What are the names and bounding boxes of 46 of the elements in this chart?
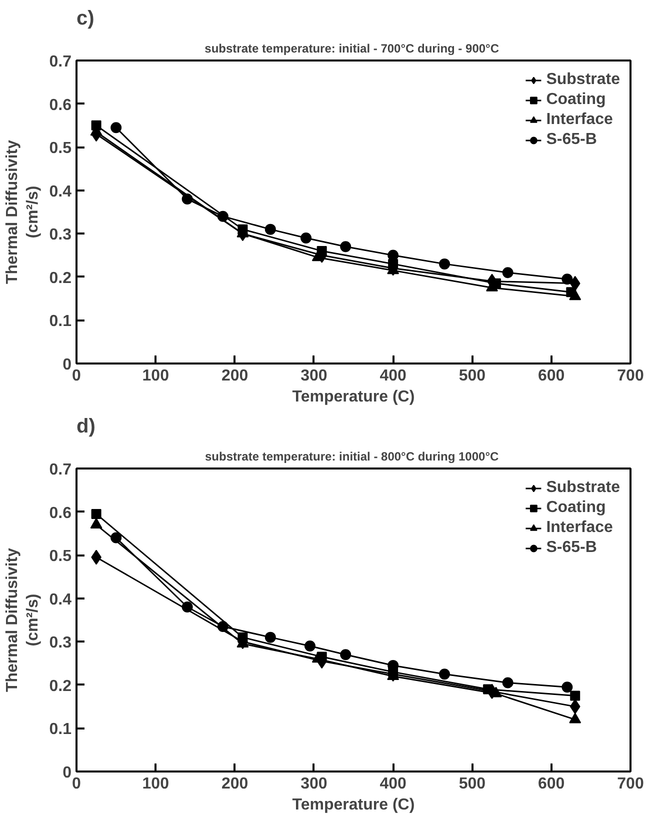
y-tick-label: 0.2 (49, 678, 72, 695)
x-tick-label: 400 (380, 776, 407, 792)
legend-label: Substrate (546, 71, 620, 89)
legend-label: Coating (546, 499, 606, 517)
x-tick-label: 600 (538, 776, 565, 792)
x-axis-title: Temperature (C) (292, 796, 415, 814)
x-tick-label: 500 (458, 776, 486, 792)
x-tick-label: 600 (538, 368, 565, 384)
x-tick-label: 200 (221, 368, 248, 384)
y-tick-label: 0 (62, 764, 72, 782)
legend-label: Coating (546, 91, 606, 109)
y-tick-label: 0.1 (49, 313, 72, 330)
x-tick-label: 100 (142, 368, 170, 384)
y-tick-label: 0.1 (49, 721, 72, 738)
y-axis-title: Thermal Diffusivity (cm²/s) (4, 140, 42, 284)
y-tick-label: 0.7 (49, 54, 72, 70)
x-tick-label: 400 (380, 368, 407, 384)
y-tick-label: 0.7 (49, 462, 72, 478)
y-tick-label: 0 (62, 356, 72, 374)
y-tick-label: 0.5 (49, 140, 72, 158)
y-tick-label: 0.2 (49, 270, 72, 287)
legend-label: S-65-B (546, 539, 597, 557)
y-tick-label: 0.4 (49, 183, 72, 200)
x-tick-label: 700 (617, 368, 644, 384)
y-tick-label: 0.3 (49, 634, 72, 652)
chart-subtitle: substrate temperature: initial - 700°C during - 900°C (204, 42, 500, 56)
x-tick-label: 200 (221, 776, 248, 792)
x-tick-label: 300 (300, 776, 328, 792)
y-tick-label: 0.5 (49, 548, 72, 566)
y-tick-label: 0.6 (49, 96, 72, 114)
x-tick-label: 100 (142, 776, 170, 792)
y-tick-label: 0.6 (49, 504, 72, 522)
x-tick-label: 500 (458, 368, 486, 384)
legend-label: Interface (546, 111, 613, 129)
y-tick-label: 0.4 (49, 591, 72, 608)
x-tick-label: 700 (617, 776, 644, 792)
chart-title: d) (76, 416, 96, 438)
y-tick-label: 0.3 (49, 226, 72, 244)
y-axis-title: Thermal Diffusivity (cm²/s) (4, 548, 42, 692)
x-tick-label: 300 (300, 368, 328, 384)
chart-title: c) (76, 8, 94, 30)
x-axis-title: Temperature (C) (292, 388, 415, 406)
legend-label: S-65-B (546, 131, 597, 149)
chart-subtitle: substrate temperature: initial - 800°C during 1000°C (204, 450, 500, 464)
legend-label: Interface (546, 519, 613, 537)
legend-label: Substrate (546, 479, 620, 497)
